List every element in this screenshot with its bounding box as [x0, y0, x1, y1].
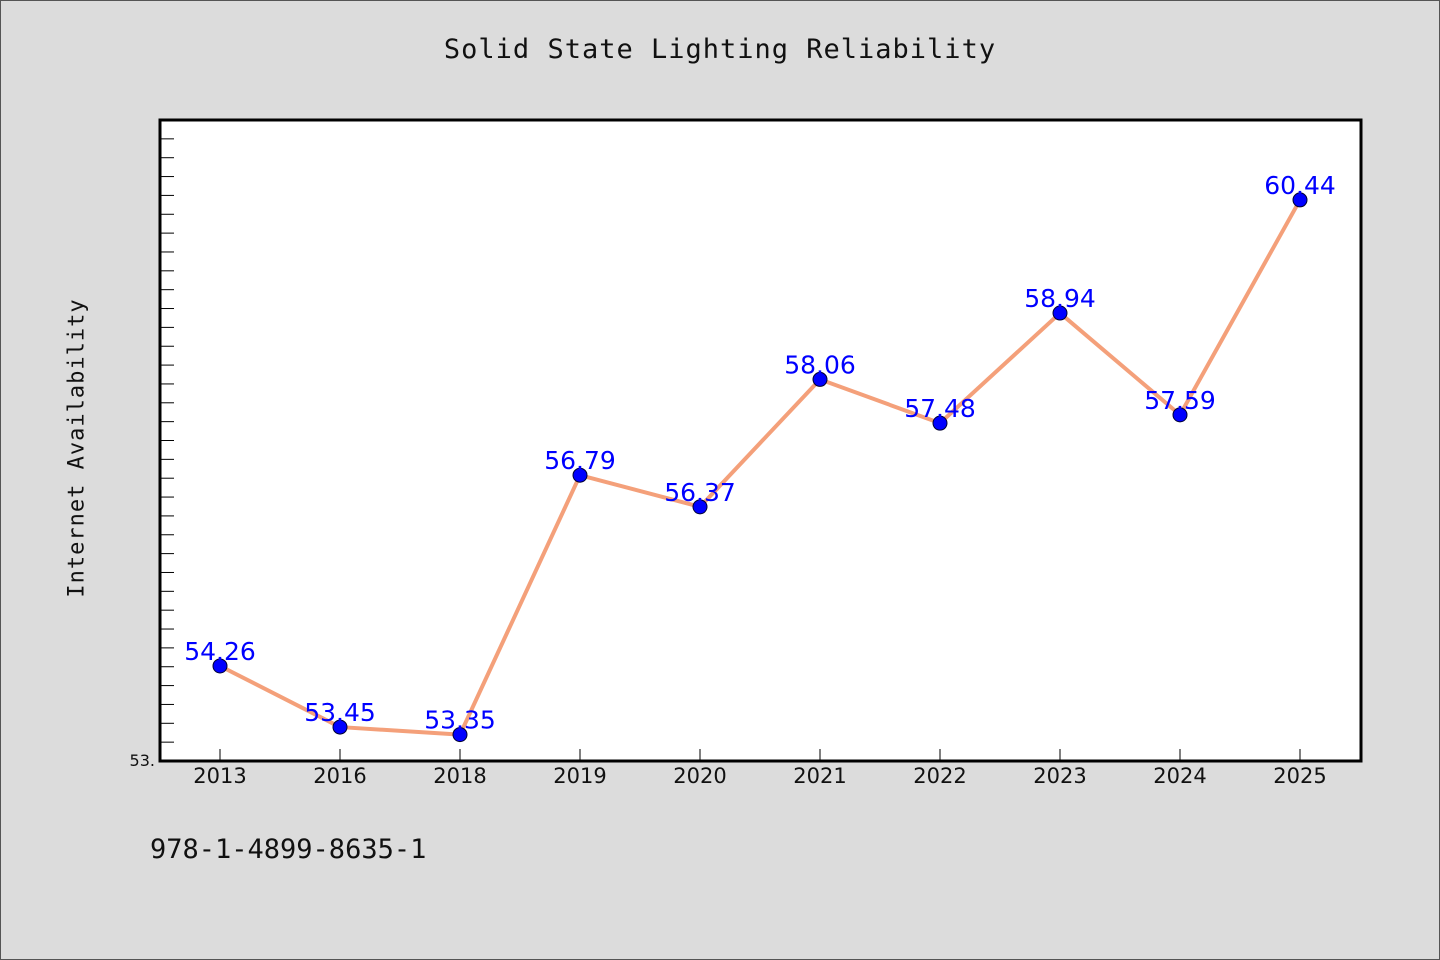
data-label: 57.48 [904, 394, 976, 423]
data-point [812, 371, 828, 387]
data-label: 54.26 [184, 637, 256, 666]
series-markers [212, 192, 1308, 743]
data-label: 58.94 [1024, 284, 1096, 313]
data-point [332, 719, 348, 735]
x-tick-label: 2018 [433, 764, 486, 788]
y-tick-label: 53. [130, 751, 155, 770]
data-point [452, 727, 468, 743]
x-axis-ticks: 2013 2016 2018 2019 2020 2021 2022 2023 2024 2025 [193, 749, 1327, 788]
series-line [218, 197, 1302, 737]
plot-border [158, 118, 1363, 763]
data-label: 58.06 [784, 350, 856, 379]
x-tick-label: 2024 [1153, 764, 1206, 788]
x-tick-label: 2022 [913, 764, 966, 788]
data-label: 57.59 [1144, 386, 1216, 415]
x-tick-label: 2023 [1033, 764, 1086, 788]
data-label: 53.45 [304, 698, 376, 727]
chart-title: Solid State Lighting Reliability [443, 34, 997, 65]
data-point [212, 658, 228, 674]
data-point [692, 499, 708, 515]
x-tick-label: 2013 [193, 764, 246, 788]
isbn-footer: 978-1-4899-8635-1 [150, 834, 427, 865]
data-label: 53.35 [424, 706, 496, 735]
data-label: 56.37 [664, 478, 736, 507]
data-point [572, 467, 588, 483]
data-point [1172, 407, 1188, 423]
data-point [1052, 305, 1068, 321]
data-point [1292, 192, 1308, 208]
x-tick-label: 2020 [673, 764, 726, 788]
x-tick-label: 2019 [553, 764, 606, 788]
x-tick-label: 2021 [793, 764, 846, 788]
data-labels: 54.26 53.45 53.35 56.79 56.37 58.06 57.48 58.94… [184, 171, 1336, 735]
data-label: 60.44 [1264, 171, 1336, 200]
data-label: 56.79 [544, 446, 616, 475]
data-point [932, 415, 948, 431]
x-tick-label: 2016 [313, 764, 366, 788]
x-tick-label: 2025 [1273, 764, 1326, 788]
